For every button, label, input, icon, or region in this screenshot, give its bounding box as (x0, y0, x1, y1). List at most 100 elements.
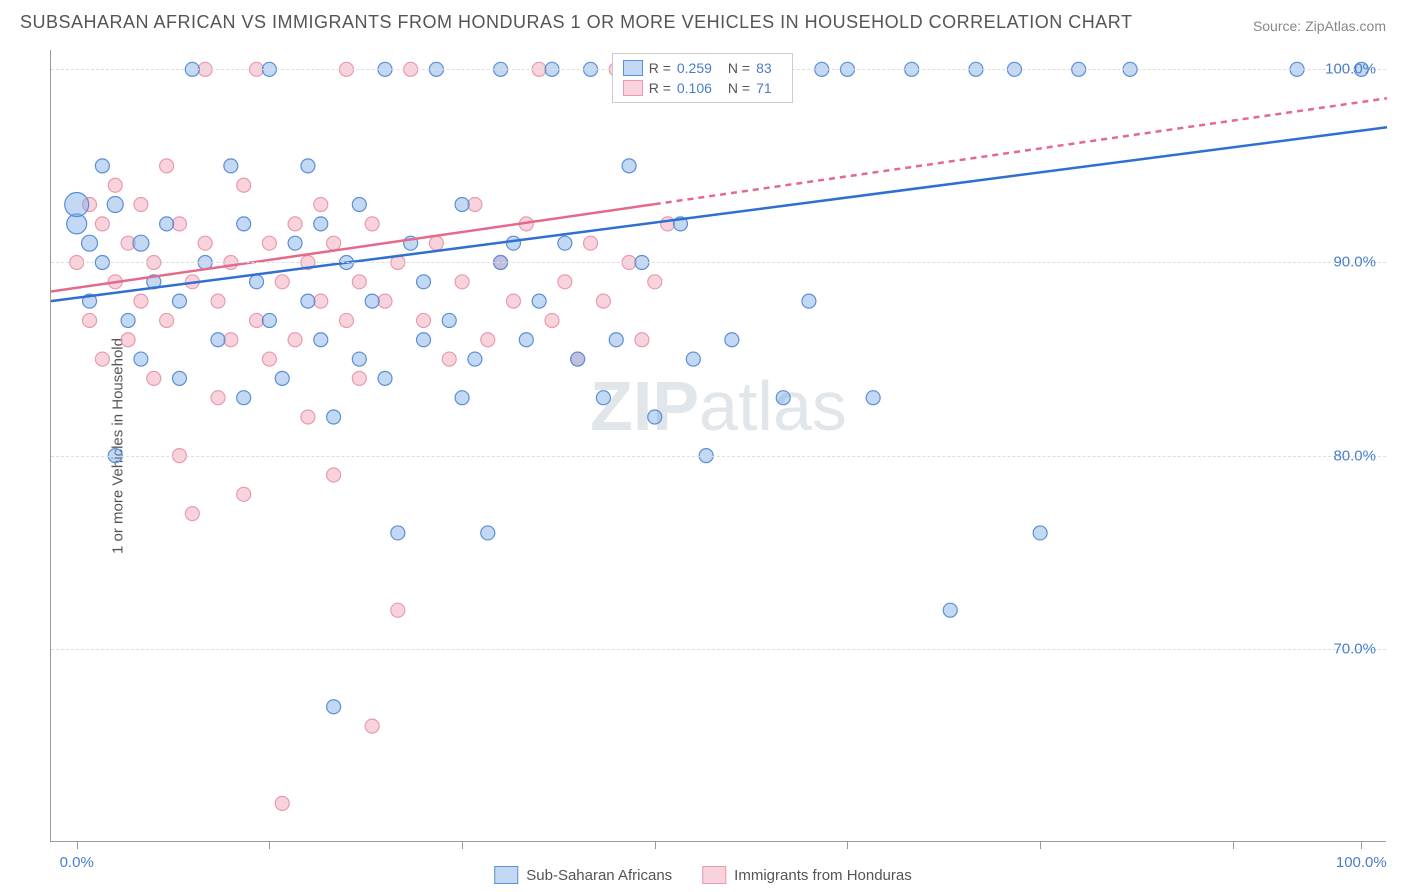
trend-line (655, 98, 1387, 204)
legend-stat-row: R = 0.259 N = 83 (623, 58, 782, 78)
x-tick-label: 0.0% (60, 854, 94, 871)
scatter-point (160, 217, 174, 231)
scatter-point (506, 294, 520, 308)
scatter-point (519, 333, 533, 347)
scatter-point (455, 275, 469, 289)
x-tick (847, 841, 848, 849)
scatter-point (327, 468, 341, 482)
scatter-point (198, 236, 212, 250)
scatter-point (584, 236, 598, 250)
scatter-point (237, 487, 251, 501)
scatter-point (95, 159, 109, 173)
scatter-point (211, 294, 225, 308)
scatter-point (107, 197, 123, 213)
scatter-point (352, 371, 366, 385)
x-tick (462, 841, 463, 849)
r-value: 0.259 (677, 58, 712, 78)
scatter-point (365, 217, 379, 231)
scatter-point (82, 235, 98, 251)
scatter-point (339, 313, 353, 327)
scatter-point (301, 410, 315, 424)
r-label: R = (649, 78, 671, 98)
x-tick (655, 841, 656, 849)
scatter-point (442, 313, 456, 327)
x-tick-label: 100.0% (1336, 854, 1387, 871)
source-label: Source: ZipAtlas.com (1253, 18, 1386, 34)
scatter-point (134, 352, 148, 366)
scatter-point (224, 159, 238, 173)
scatter-point (275, 796, 289, 810)
scatter-point (288, 236, 302, 250)
legend-swatch-icon (623, 80, 643, 96)
x-tick (269, 841, 270, 849)
legend-label: Immigrants from Honduras (734, 867, 912, 884)
gridline (51, 262, 1386, 263)
scatter-point (250, 313, 264, 327)
y-tick-label: 70.0% (1333, 640, 1376, 657)
scatter-point (172, 294, 186, 308)
n-value: 71 (756, 78, 772, 98)
scatter-point (943, 603, 957, 617)
scatter-point (237, 217, 251, 231)
scatter-point (160, 159, 174, 173)
scatter-point (365, 719, 379, 733)
scatter-point (661, 217, 675, 231)
scatter-point (468, 198, 482, 212)
scatter-point (134, 294, 148, 308)
scatter-point (301, 159, 315, 173)
scatter-point (866, 391, 880, 405)
plot-area: ZIPatlas 70.0%80.0%90.0%100.0%0.0%100.0%… (50, 50, 1386, 842)
legend-stat-row: R = 0.106 N = 71 (623, 78, 782, 98)
scatter-point (314, 294, 328, 308)
scatter-point (288, 333, 302, 347)
scatter-point (725, 333, 739, 347)
scatter-point (121, 333, 135, 347)
plot-svg (51, 50, 1386, 841)
scatter-point (121, 313, 135, 327)
scatter-point (609, 333, 623, 347)
scatter-point (211, 391, 225, 405)
scatter-point (327, 410, 341, 424)
scatter-point (237, 391, 251, 405)
scatter-point (211, 333, 225, 347)
r-value: 0.106 (677, 78, 712, 98)
scatter-point (417, 333, 431, 347)
y-tick-label: 80.0% (1333, 447, 1376, 464)
scatter-point (532, 294, 546, 308)
scatter-point (648, 410, 662, 424)
x-tick (1233, 841, 1234, 849)
scatter-point (224, 333, 238, 347)
gridline (51, 456, 1386, 457)
scatter-point (301, 294, 315, 308)
scatter-point (327, 236, 341, 250)
x-tick (77, 841, 78, 849)
scatter-point (262, 236, 276, 250)
legend-item: Sub-Saharan Africans (494, 866, 672, 884)
scatter-point (455, 391, 469, 405)
scatter-point (95, 217, 109, 231)
scatter-point (314, 198, 328, 212)
scatter-point (417, 313, 431, 327)
scatter-point (378, 294, 392, 308)
scatter-point (481, 333, 495, 347)
scatter-point (596, 294, 610, 308)
scatter-point (95, 352, 109, 366)
scatter-point (558, 236, 572, 250)
scatter-point (237, 178, 251, 192)
scatter-point (83, 313, 97, 327)
legend-bottom: Sub-Saharan Africans Immigrants from Hond… (494, 866, 911, 884)
scatter-point (160, 313, 174, 327)
scatter-point (147, 371, 161, 385)
scatter-point (506, 236, 520, 250)
legend-swatch-icon (623, 60, 643, 76)
n-label: N = (728, 58, 750, 78)
scatter-point (391, 526, 405, 540)
scatter-point (596, 391, 610, 405)
scatter-point (545, 313, 559, 327)
scatter-point (635, 333, 649, 347)
legend-label: Sub-Saharan Africans (526, 867, 672, 884)
x-tick (1361, 841, 1362, 849)
scatter-point (275, 275, 289, 289)
gridline (51, 649, 1386, 650)
scatter-point (288, 217, 302, 231)
